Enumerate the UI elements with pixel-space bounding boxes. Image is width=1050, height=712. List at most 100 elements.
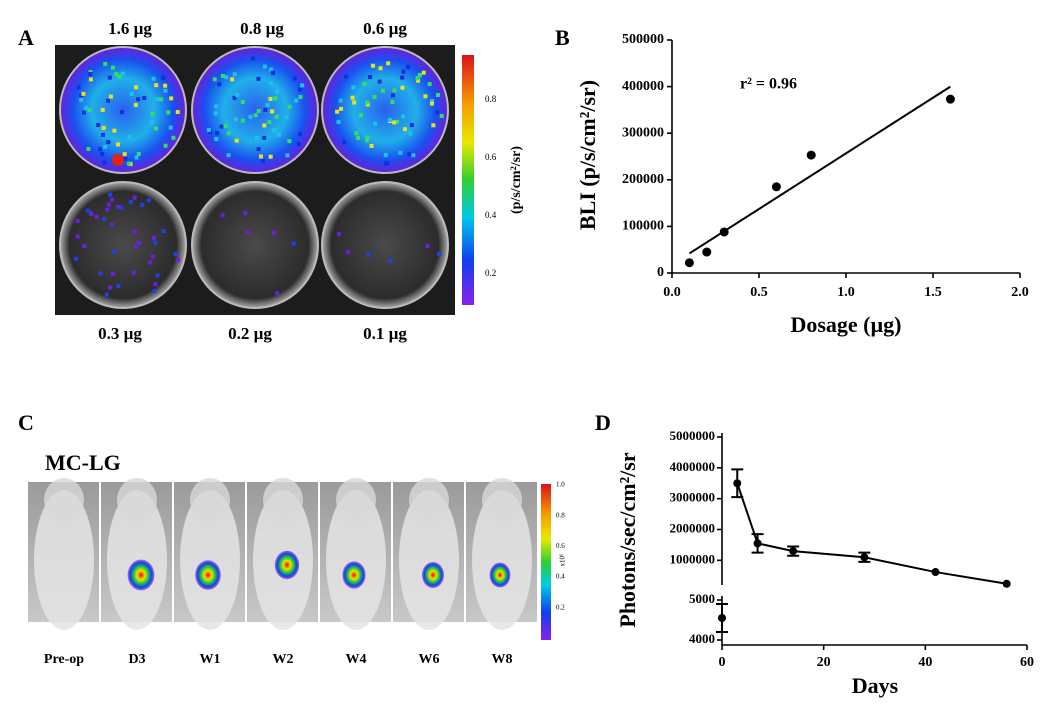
signal-speck	[134, 85, 139, 90]
signal-speck	[230, 77, 235, 82]
signal-speck	[105, 98, 110, 103]
signal-speck	[116, 284, 121, 289]
signal-speck	[87, 108, 92, 113]
signal-speck	[120, 110, 125, 115]
signal-speck	[136, 97, 141, 102]
signal-speck	[105, 207, 110, 212]
colorbar	[541, 484, 551, 640]
signal-speck	[82, 243, 87, 248]
signal-speck	[253, 113, 258, 118]
data-point	[806, 150, 816, 160]
panel-letter: A	[18, 25, 34, 50]
signal-speck	[214, 104, 219, 109]
signal-speck	[101, 125, 106, 130]
x-tick-label: 60	[1020, 655, 1034, 670]
well	[191, 181, 319, 309]
signal-speck	[79, 93, 84, 98]
signal-speck	[273, 127, 278, 132]
signal-speck	[265, 102, 270, 107]
signal-speck	[131, 270, 136, 275]
x-tick-label: 1.0	[837, 285, 855, 300]
x-tick-label: 0.0	[663, 285, 681, 300]
signal-speck	[335, 109, 340, 114]
data-point	[1002, 579, 1011, 588]
y-tick-label: 2000000	[670, 520, 716, 535]
signal-speck	[163, 88, 168, 93]
y-axis-label: Photons/sec/cm²/sr	[615, 452, 640, 627]
x-tick-label: 20	[817, 655, 831, 670]
signal-speck	[132, 229, 137, 234]
x-tick-label: 1.5	[924, 285, 942, 300]
signal-speck	[386, 61, 391, 66]
mouse-body	[180, 490, 240, 630]
signal-speck	[366, 252, 371, 257]
signal-speck	[287, 104, 292, 109]
signal-speck	[273, 96, 278, 101]
signal-blob	[422, 562, 444, 588]
signal-speck	[81, 110, 86, 115]
signal-speck	[339, 106, 344, 111]
well-label: 0.8 µg	[240, 19, 284, 38]
signal-blob	[342, 561, 366, 589]
colorbar-tick-label: 0.8	[485, 94, 497, 104]
signal-speck	[232, 95, 237, 100]
signal-speck	[377, 79, 382, 84]
signal-speck	[153, 282, 158, 287]
signal-speck	[268, 81, 273, 86]
signal-blob	[127, 559, 155, 591]
signal-speck	[294, 98, 299, 103]
signal-speck	[206, 128, 211, 133]
signal-speck	[134, 155, 139, 160]
signal-blob	[195, 560, 221, 590]
signal-speck	[75, 234, 80, 239]
signal-speck	[371, 63, 376, 68]
signal-speck	[368, 75, 373, 80]
signal-speck	[358, 113, 363, 118]
y-tick-label: 5000	[689, 591, 715, 606]
signal-speck	[102, 160, 107, 165]
signal-speck	[263, 107, 268, 112]
colorbar-tick-label: 0.6	[556, 542, 565, 550]
signal-speck	[268, 154, 273, 159]
signal-speck	[378, 66, 383, 71]
signal-speck	[128, 200, 133, 205]
signal-speck	[351, 85, 356, 90]
colorbar-tick-label: 0.6	[485, 152, 497, 162]
y-tick-label: 5000000	[670, 428, 716, 443]
signal-blob	[274, 550, 300, 580]
signal-speck	[74, 256, 79, 261]
signal-speck	[152, 289, 157, 294]
signal-speck	[86, 147, 91, 152]
signal-speck	[226, 131, 231, 136]
well	[59, 181, 187, 309]
signal-speck	[108, 285, 113, 290]
mouse-head	[482, 478, 522, 522]
mouse-body	[399, 490, 459, 630]
signal-speck	[160, 75, 165, 80]
signal-speck	[154, 83, 159, 88]
signal-speck	[296, 142, 301, 147]
signal-speck	[152, 235, 157, 240]
signal-speck	[84, 106, 89, 111]
colorbar-tick-label: 0.4	[556, 573, 565, 581]
signal-speck	[161, 229, 166, 234]
signal-speck	[98, 271, 103, 276]
signal-speck	[298, 87, 303, 92]
signal-speck	[392, 88, 397, 93]
colorbar-tick-label: 1.0	[556, 481, 565, 489]
x-axis-label: Days	[852, 673, 899, 698]
signal-speck	[338, 98, 343, 103]
signal-speck	[250, 56, 255, 61]
signal-speck	[81, 91, 86, 96]
well-label: 0.1 µg	[363, 324, 407, 343]
signal-speck	[271, 70, 276, 75]
signal-speck	[354, 131, 359, 136]
signal-speck	[112, 128, 117, 133]
signal-speck	[220, 73, 225, 78]
signal-speck	[400, 85, 405, 90]
frame-label: W4	[346, 652, 367, 667]
colorbar-tick-label: 0.4	[485, 210, 497, 220]
data-point	[684, 258, 694, 268]
signal-speck	[104, 292, 109, 297]
signal-speck	[110, 65, 115, 70]
